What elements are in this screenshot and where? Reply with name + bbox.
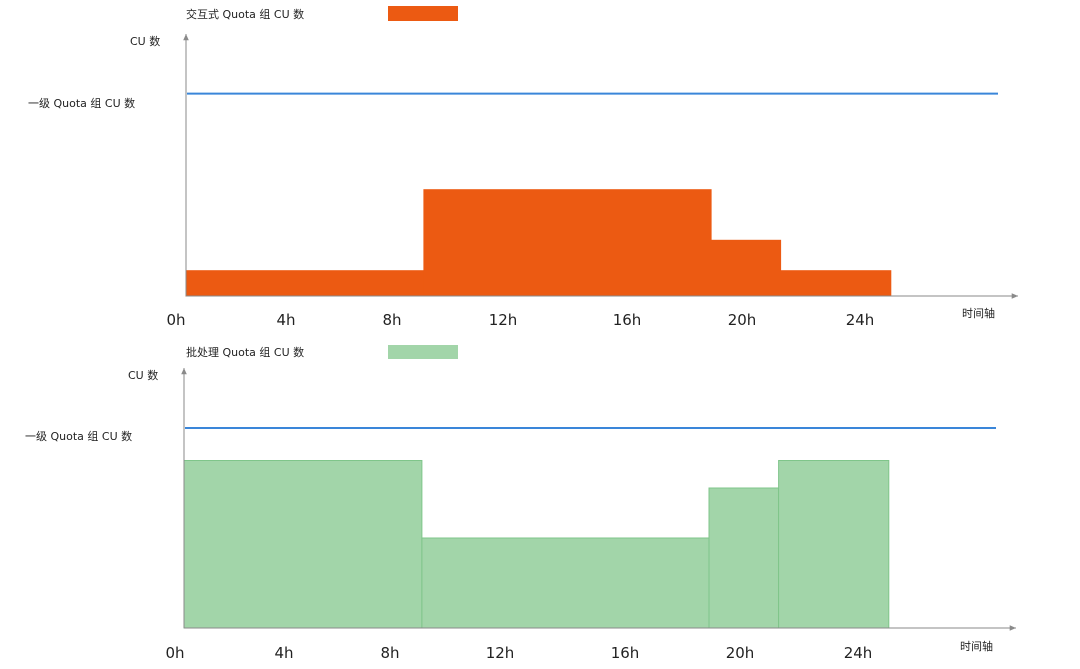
step-bar [185,270,425,297]
x-tick-label: 20h [728,311,757,329]
x-tick-label: 24h [844,644,873,662]
legend-label: 批处理 Quota 组 CU 数 [186,345,304,359]
step-bars [183,460,890,629]
x-tick-label: 12h [489,311,518,329]
x-tick-label: 20h [726,644,755,662]
x-tick-label: 0h [165,644,184,662]
reference-line-label: 一级 Quota 组 CU 数 [25,429,132,443]
legend-swatch [388,6,458,21]
x-tick-label: 24h [846,311,875,329]
step-bar [710,239,782,297]
chart-batch: 批处理 Quota 组 CU 数 CU 数 一级 Quota 组 CU 数 0h… [25,345,1016,662]
step-bar [708,487,780,629]
legend-label: 交互式 Quota 组 CU 数 [186,7,304,21]
x-tick-label: 4h [274,644,293,662]
x-tick-label: 8h [382,311,401,329]
step-bars [185,189,892,297]
step-bar [421,537,710,629]
x-tick-label: 12h [486,644,515,662]
x-tick-label: 8h [380,644,399,662]
chart-interactive: 交互式 Quota 组 CU 数 CU 数 一级 Quota 组 CU 数 0h… [28,6,1018,329]
legend-swatch [388,345,458,359]
step-bar [778,460,890,629]
step-bar [183,460,423,629]
x-axis-label: 时间轴 [960,639,993,653]
x-tick-label: 4h [276,311,295,329]
y-axis-label: CU 数 [130,35,160,48]
y-axis-label: CU 数 [128,369,158,382]
x-tick-label: 0h [166,311,185,329]
x-tick-label: 16h [611,644,640,662]
step-bar [780,270,892,297]
x-tick-label: 16h [613,311,642,329]
step-bar [423,189,712,297]
x-axis-label: 时间轴 [962,306,995,320]
reference-line-label: 一级 Quota 组 CU 数 [28,96,135,110]
